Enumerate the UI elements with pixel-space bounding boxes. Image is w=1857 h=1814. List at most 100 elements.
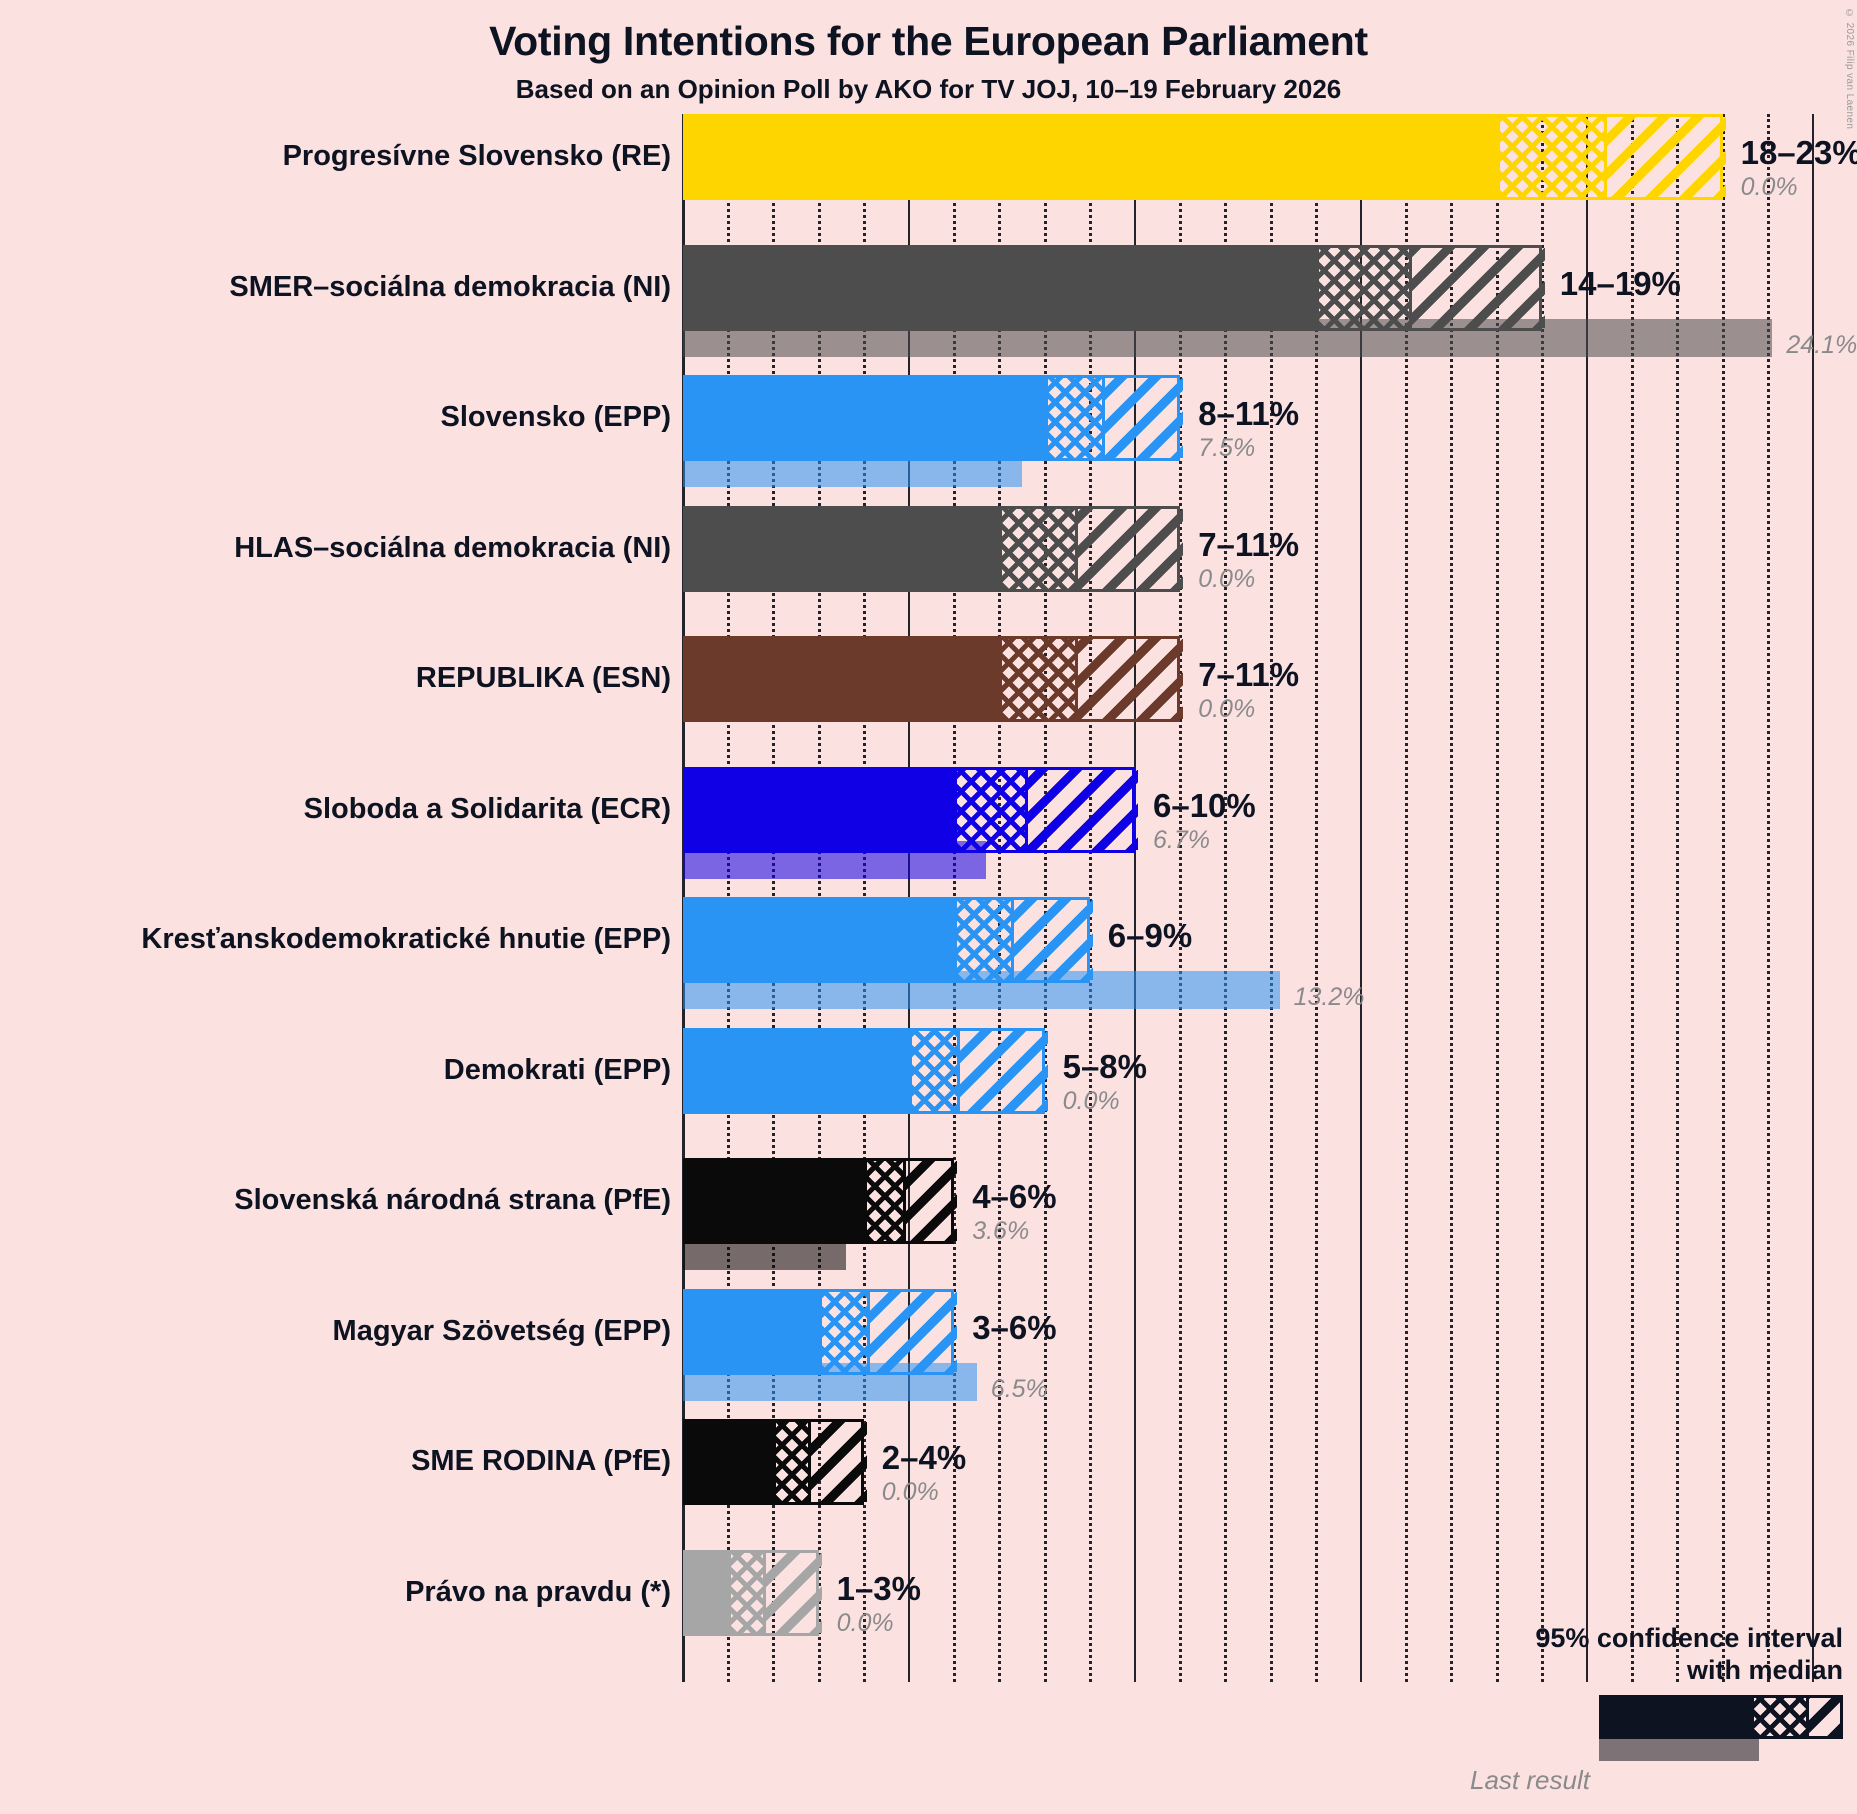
last-result-value-label: 6.5%: [990, 1374, 1048, 1403]
confidence-interval-bar: [683, 1158, 958, 1244]
confidence-interval-bar: [683, 1288, 958, 1375]
confidence-interval-bar: [683, 1549, 822, 1636]
last-result-value-label: 7.5%: [1198, 434, 1256, 462]
confidence-interval-bar: [683, 1027, 1048, 1114]
value-range-label: 8–11%: [1198, 395, 1300, 432]
gridline-minor: [1495, 114, 1499, 1682]
confidence-interval-bar: [683, 1419, 867, 1505]
bar-segment-diagonal: [902, 1161, 958, 1241]
last-result-value-label: 3.6%: [972, 1217, 1030, 1245]
bar-segment-diagonal: [957, 1030, 1048, 1111]
value-label-group: 5–8% 0.0%: [1063, 1050, 1147, 1114]
gridline-minor: [1721, 114, 1725, 1682]
legend-ci-line1: 95% confidence interval: [1535, 1623, 1843, 1654]
bar-segment-crosshatch: [1499, 117, 1604, 197]
bar-segment-diagonal: [1074, 639, 1184, 719]
bar-segment-diagonal: [1101, 378, 1184, 458]
party-label: REPUBLIKA (ESN): [415, 662, 671, 694]
last-result-value-label: 24.1%: [1786, 330, 1857, 359]
value-range-label: 1–3%: [836, 1569, 921, 1607]
party-label: Progresívne Slovensko (RE): [282, 140, 671, 172]
gridline-major: [1360, 114, 1362, 1682]
gridline-minor: [1224, 114, 1228, 1682]
party-label: Magyar Szövetség (EPP): [332, 1314, 671, 1347]
value-range-label: 6–9%: [1107, 917, 1193, 954]
gridline-minor: [1269, 114, 1273, 1682]
value-label-group: 8–11% 7.5%: [1198, 397, 1299, 461]
last-result-value-label: 0.0%: [1198, 564, 1256, 593]
value-range-label: 7–11%: [1198, 525, 1300, 563]
bar-segment-crosshatch: [776, 1422, 809, 1502]
bar-segment-solid: [686, 1291, 822, 1372]
value-range-label: 14–19%: [1559, 264, 1681, 302]
bar-segment-diagonal: [1603, 117, 1726, 197]
bar-segment-diagonal: [1074, 508, 1184, 589]
gridline-major: [1586, 114, 1588, 1682]
bar-segment-crosshatch: [866, 1161, 903, 1241]
party-label: SMER–sociálna demokracia (NI): [229, 270, 671, 303]
value-range-label: 4–6%: [972, 1178, 1057, 1215]
last-result-value-label: 13.2%: [1293, 983, 1365, 1011]
gridline-major: [1812, 114, 1814, 1682]
bar-segment-solid: [686, 378, 1048, 458]
gridline-minor: [1179, 114, 1183, 1682]
bar-segment-solid: [686, 1161, 867, 1241]
gridline-minor: [1631, 114, 1635, 1682]
gridline-major: [1134, 114, 1136, 1682]
bar-segment-diagonal: [866, 1291, 958, 1372]
confidence-interval-bar: [683, 897, 1093, 983]
party-label: Demokrati (EPP): [443, 1053, 671, 1086]
gridline-minor: [1766, 114, 1770, 1682]
gridline-minor: [1314, 114, 1318, 1682]
last-result-value-label: 6.7%: [1153, 825, 1210, 854]
value-label-group: 7–11% 0.0%: [1198, 658, 1299, 722]
value-label-group: 6–9%13.2%: [1108, 919, 1192, 983]
page-title: Voting Intentions for the European Parli…: [489, 18, 1368, 64]
party-label: SME RODINA (PfE): [411, 1445, 671, 1477]
value-label-group: 18–23% 0.0%: [1741, 136, 1857, 200]
bar-segment-solid: [686, 1422, 777, 1502]
value-label-group: 14–19%24.1%: [1560, 267, 1681, 331]
bar-segment-crosshatch: [821, 1291, 867, 1372]
legend-segment-cross: [1754, 1698, 1806, 1736]
confidence-interval-bar: [683, 375, 1184, 461]
bar-segment-crosshatch: [1002, 508, 1075, 589]
party-label: Kresťanskodemokratické hnutie (EPP): [141, 923, 671, 955]
confidence-interval-bar: [683, 766, 1138, 853]
value-range-label: 7–11%: [1198, 656, 1300, 693]
copyright-notice: © 2026 Filip van Laenen: [1844, 8, 1855, 130]
bar-segment-diagonal: [808, 1422, 867, 1502]
value-label-group: 6–10% 6.7%: [1153, 789, 1256, 853]
last-result-value-label: 0.0%: [836, 1608, 894, 1637]
bar-segment-crosshatch: [912, 1030, 958, 1111]
bar-segment-solid: [686, 639, 1003, 719]
bar-segment-solid: [686, 508, 1003, 589]
legend-last-result-swatch: [1599, 1739, 1759, 1761]
value-label-group: 7–11% 0.0%: [1198, 528, 1299, 592]
bar-segment-solid: [686, 1552, 732, 1633]
bar-segment-diagonal: [1025, 769, 1138, 850]
gridline-minor: [1540, 114, 1544, 1682]
gridline-minor: [1676, 114, 1680, 1682]
bar-segment-solid: [686, 1030, 912, 1111]
bar-segment-solid: [686, 769, 958, 850]
value-range-label: 18–23%: [1740, 134, 1857, 171]
chart-legend: 95% confidence interval with median Last…: [1283, 1623, 1843, 1796]
legend-ci-swatch: [1599, 1695, 1843, 1739]
last-result-value-label: 0.0%: [1062, 1086, 1120, 1115]
gridline-minor: [1450, 114, 1454, 1682]
party-label: Slovenská národná strana (PfE): [234, 1184, 671, 1216]
bar-segment-crosshatch: [1002, 639, 1075, 719]
bar-segment-crosshatch: [1318, 247, 1410, 328]
party-label: Právo na pravdu (*): [405, 1575, 671, 1608]
page-subtitle: Based on an Opinion Poll by AKO for TV J…: [515, 74, 1342, 104]
party-label: HLAS–sociálna demokracia (NI): [234, 531, 671, 564]
bar-segment-diagonal: [762, 1552, 822, 1633]
bar-segment-crosshatch: [731, 1552, 763, 1633]
legend-last-result-label: Last result: [1470, 1765, 1590, 1795]
value-label-group: 4–6% 3.6%: [972, 1180, 1056, 1244]
confidence-interval-bar: [683, 244, 1545, 331]
confidence-interval-bar: [683, 114, 1726, 200]
value-range-label: 3–6%: [972, 1308, 1057, 1346]
value-range-label: 2–4%: [881, 1439, 967, 1476]
